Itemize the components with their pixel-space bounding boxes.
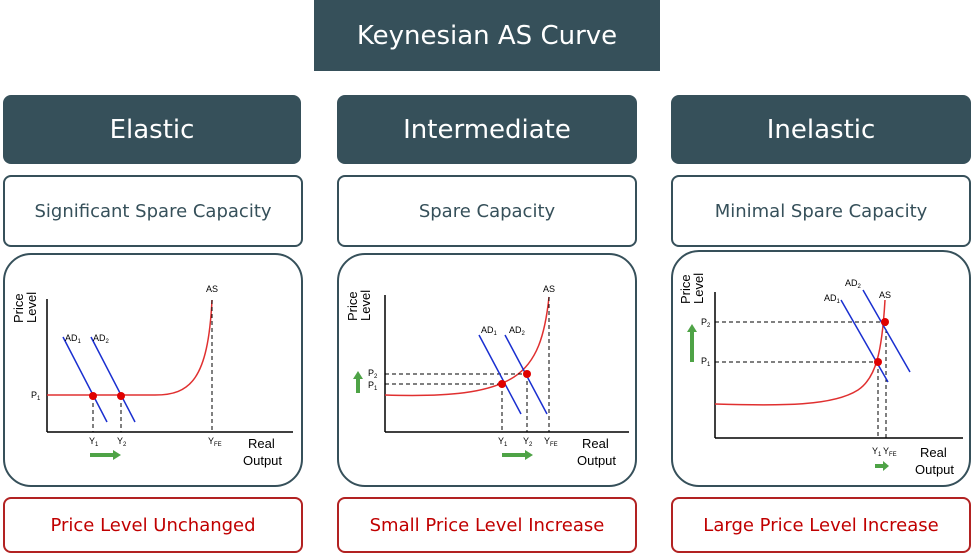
output-increase-arrowhead — [525, 450, 533, 460]
as-curve — [384, 296, 550, 397]
as-label: AS — [879, 290, 891, 300]
ad1-curve — [478, 334, 522, 415]
yfe-label: YFE — [208, 436, 222, 448]
x-axis-label-1: Real — [582, 436, 609, 451]
ad1-curve — [62, 336, 108, 423]
y-axis-label-2: Level — [358, 290, 373, 321]
x-axis-label-1: Real — [248, 436, 275, 451]
ad2-curve — [90, 336, 136, 423]
yfe-label: YFE — [544, 436, 558, 448]
graph-elastic: Price Level Real Output AS AD1 AD2 P1 Y1… — [3, 253, 303, 487]
graph-svg: Price Level Real Output AS AD1 AD2 P1 Y1… — [11, 284, 293, 468]
y2-label: Y2 — [117, 436, 127, 448]
p1-label: P1 — [31, 390, 41, 402]
as-curve — [47, 299, 213, 396]
page-title: Keynesian AS Curve — [314, 0, 660, 71]
as-label: AS — [543, 284, 555, 294]
column-elastic: Elastic Significant Spare Capacity Price… — [3, 0, 303, 553]
y2-label: Y2 — [523, 436, 533, 448]
result-label: Small Price Level Increase — [337, 497, 637, 553]
y-axis-label-1: Price — [678, 274, 693, 304]
ad2-label: AD2 — [509, 325, 526, 337]
graph-svg: Price Level Real Output AS AD1 AD2 P2 P1… — [345, 284, 629, 468]
column-inelastic: Inelastic Minimal Spare Capacity Price L… — [671, 0, 971, 553]
p2-label: P2 — [368, 368, 378, 380]
column-subheading: Minimal Spare Capacity — [671, 175, 971, 247]
ad2-label: AD2 — [845, 278, 862, 290]
y-axis-label-2: Level — [24, 292, 39, 323]
as-curve — [714, 299, 886, 406]
p1-label: P1 — [701, 356, 711, 368]
price-increase-arrowhead — [687, 324, 697, 332]
p2-label: P2 — [701, 317, 711, 329]
x-axis-label-2: Output — [243, 453, 282, 468]
x-axis-label-2: Output — [915, 462, 954, 477]
p1-label: P1 — [368, 380, 378, 392]
x-axis-label-1: Real — [920, 445, 947, 460]
column-subheading: Significant Spare Capacity — [3, 175, 303, 247]
y1-label: Y1 — [89, 436, 99, 448]
result-label: Price Level Unchanged — [3, 497, 303, 553]
as-label: AS — [206, 284, 218, 294]
equilibrium-point-2 — [117, 392, 125, 400]
y-axis-label-1: Price — [345, 291, 360, 321]
equilibrium-point-1 — [874, 358, 882, 366]
x-axis-label-2: Output — [577, 453, 616, 468]
equilibrium-point-2 — [881, 318, 889, 326]
ad2-curve — [862, 289, 911, 373]
column-intermediate: Intermediate Spare Capacity Price Level … — [337, 0, 637, 553]
column-heading: Inelastic — [671, 95, 971, 164]
column-heading: Intermediate — [337, 95, 637, 164]
ad2-label: AD2 — [93, 333, 110, 345]
ad1-label: AD1 — [65, 333, 82, 345]
ad1-label: AD1 — [824, 293, 841, 305]
column-subheading: Spare Capacity — [337, 175, 637, 247]
output-increase-arrowhead — [883, 461, 889, 471]
column-heading: Elastic — [3, 95, 301, 164]
equilibrium-point-1 — [498, 380, 506, 388]
graph-intermediate: Price Level Real Output AS AD1 AD2 P2 P1… — [337, 253, 637, 487]
y1-label: Y1 — [498, 436, 508, 448]
y-axis-label-1: Price — [11, 293, 26, 323]
ad1-label: AD1 — [481, 325, 498, 337]
yfe-label: YFE — [883, 446, 897, 458]
y-axis-label-2: Level — [691, 273, 706, 304]
output-increase-arrowhead — [113, 450, 121, 460]
graph-svg: Price Level Real Output AS AD1 AD2 P2 P1… — [678, 273, 963, 477]
result-label: Large Price Level Increase — [671, 497, 971, 553]
equilibrium-point-2 — [523, 370, 531, 378]
graph-inelastic: Price Level Real Output AS AD1 AD2 P2 P1… — [671, 250, 971, 487]
price-increase-arrowhead — [353, 371, 363, 379]
y1-label: Y1 — [872, 446, 882, 458]
equilibrium-point-1 — [89, 392, 97, 400]
ad1-curve — [840, 299, 889, 383]
